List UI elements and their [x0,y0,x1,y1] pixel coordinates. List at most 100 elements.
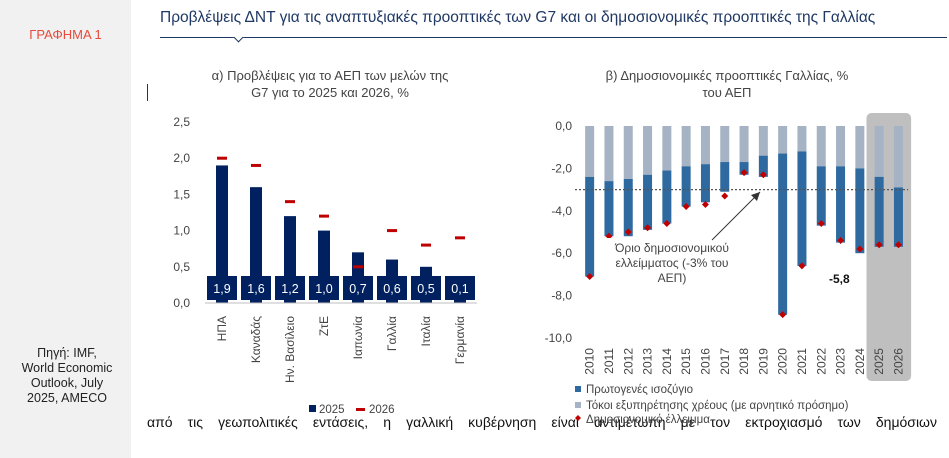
data-label-box [207,276,237,300]
bar-primary-balance [836,166,846,243]
bar-interest [836,126,846,167]
annotation-box [603,238,741,290]
figure-title: Προβλέψεις ΔΝΤ για τις αναπτυξιακές προο… [160,9,876,26]
bar-interest [739,126,749,163]
bar-primary-balance [893,187,903,247]
year-label: 2014 [660,348,674,375]
marker-deficit [624,228,632,236]
marker-2026 [285,200,295,204]
marker-deficit [798,262,806,270]
year-label: 2024 [853,348,867,375]
marker-2026 [353,265,363,269]
marker-deficit [779,311,787,319]
data-label: 0,7 [349,282,366,296]
source-line: Πηγή: IMF, [37,346,97,360]
data-label: 0,1 [451,282,468,296]
year-label: 2015 [679,348,693,375]
body-text[interactable]: από τις γεωπολιτικές εντάσεις, η γαλλική… [147,414,937,430]
year-label: 2021 [795,348,809,375]
data-label-box [343,276,373,300]
year-label: 2018 [737,348,751,375]
year-label: 2020 [776,348,790,375]
year-label: 2025 [872,348,886,375]
bar-primary-balance [700,164,710,203]
category-label: Ην. Βασίλειο [283,316,297,383]
marker-deficit [663,220,671,228]
y-tick-label: 1,0 [173,224,190,238]
annotation-text: ελλείμματος (-3% του [616,256,729,270]
annotation-arrowhead [751,192,760,201]
bar-primary-balance [816,166,826,226]
bar-interest [893,126,903,188]
y-tick-label: -8,0 [551,289,572,303]
data-label: 1,0 [315,282,332,296]
legend-swatch-primary [575,386,581,392]
y-tick-label: 2,0 [173,151,190,165]
y-tick-label: -2,0 [551,161,572,175]
sidebar [0,0,131,458]
legend-swatch-2026 [356,408,365,411]
category-label: ΗΠΑ [215,316,229,341]
legend-swatch-interest [575,402,581,408]
bar-primary-balance [623,179,633,237]
data-label: 0,6 [383,282,400,296]
data-label-box [411,276,441,300]
marker-deficit [701,200,709,208]
marker-deficit [721,192,729,200]
bar-2025 [216,165,228,303]
bar-interest [585,126,595,177]
year-label: 2019 [756,348,770,375]
bar-interest [758,126,768,156]
data-label: 1,9 [213,282,230,296]
marker-2026 [421,243,431,247]
bar-primary-balance [797,151,807,266]
category-label: ΖτΕ [317,316,331,336]
legend-label-interest: Τόκοι εξυπηρέτησης χρέους (με αρνητικό π… [586,400,849,412]
marker-deficit [759,171,767,179]
year-label: 2012 [621,348,635,375]
category-label: Ιαπωνία [351,316,365,359]
bar-interest [662,126,672,171]
marker-2026 [251,163,261,167]
source-line: World Economic [21,361,113,375]
annotation-text: ΑΕΠ) [658,271,687,285]
marker-2026 [217,156,227,160]
bar-primary-balance [662,170,672,224]
legend-label-2025: 2025 [319,404,345,416]
data-label-box [309,276,339,300]
annotation-text: Όριο δημοσιονομικού [614,241,729,255]
y-tick-label: 2,5 [173,115,190,129]
bar-primary-balance [585,176,595,277]
annotation-arrow [711,191,761,241]
data-label-box [445,276,475,300]
data-label: 0,5 [417,282,434,296]
bar-interest [816,126,826,167]
y-tick-label: 0,0 [173,296,190,310]
data-label-box [275,276,305,300]
bar-interest [855,126,865,169]
chart-title: β) Δημοσιονομικές προοπτικές Γαλλίας, % [606,68,849,83]
figure-label: ΓΡΑΦΗΜΑ 1 [29,27,102,42]
category-label: Καναδάς [249,316,263,363]
data-label: 1,2 [281,282,298,296]
legend-label-deficit: Δημοσιονομικό έλλειμμα [586,414,710,426]
bar-2025 [250,187,262,303]
marker-deficit [817,220,825,228]
bar-interest [623,126,633,179]
marker-2026 [319,214,329,218]
source-line: Outlook, July [30,376,104,390]
y-tick-label: -10,0 [545,331,573,345]
bar-primary-balance [720,162,730,192]
y-tick-label: -6,0 [551,246,572,260]
source-line: 2025, AMECO [27,391,107,405]
bar-interest [720,126,730,163]
y-tick-label: 1,5 [173,187,190,201]
legend-label-2026: 2026 [369,404,395,416]
chart-title: α) Προβλέψεις για το ΑΕΠ των μελών της [212,68,449,83]
bar-interest [604,126,614,182]
category-label: Γαλλία [385,316,399,351]
marker-deficit [605,232,613,240]
marker-deficit [682,203,690,211]
bar-interest [700,126,710,165]
